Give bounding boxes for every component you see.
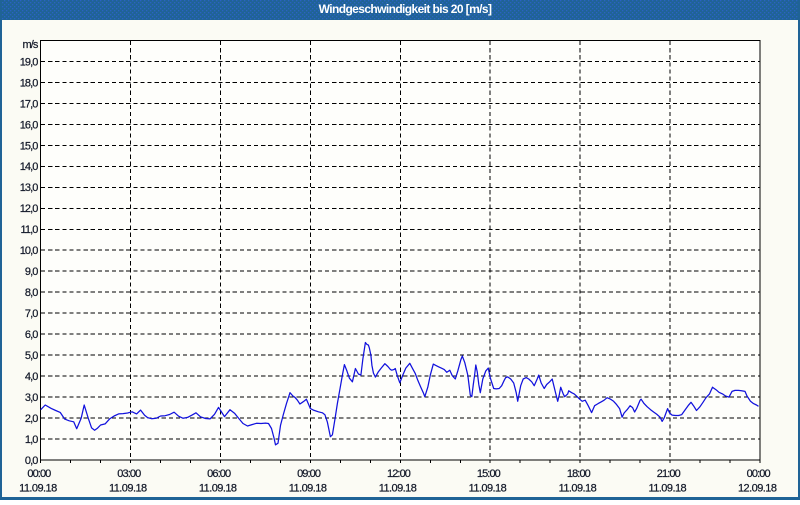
svg-text:4,0: 4,0 <box>25 371 38 383</box>
svg-text:06:00: 06:00 <box>207 468 231 480</box>
svg-text:19,0: 19,0 <box>20 56 39 68</box>
svg-text:12.09.18: 12.09.18 <box>738 483 777 495</box>
svg-text:11.09.18: 11.09.18 <box>19 483 57 495</box>
svg-text:18,0: 18,0 <box>20 77 39 89</box>
svg-text:09:00: 09:00 <box>297 468 321 480</box>
svg-text:11.09.18: 11.09.18 <box>289 483 327 495</box>
svg-text:16,0: 16,0 <box>20 119 39 131</box>
svg-text:17,0: 17,0 <box>20 98 39 110</box>
svg-text:00:00: 00:00 <box>747 468 771 480</box>
svg-text:11.09.18: 11.09.18 <box>199 483 237 495</box>
svg-text:12,0: 12,0 <box>20 203 39 215</box>
svg-text:21:00: 21:00 <box>657 468 681 480</box>
svg-text:15:00: 15:00 <box>477 468 501 480</box>
svg-text:m/s: m/s <box>22 39 38 51</box>
svg-text:Windgeschwindigkeit bis 20 [m/: Windgeschwindigkeit bis 20 [m/s] <box>319 2 492 16</box>
svg-text:9,0: 9,0 <box>25 266 38 278</box>
svg-text:8,0: 8,0 <box>25 287 38 299</box>
svg-text:13,0: 13,0 <box>20 182 39 194</box>
svg-text:03:00: 03:00 <box>117 468 141 480</box>
svg-text:7,0: 7,0 <box>25 308 38 320</box>
svg-text:11.09.18: 11.09.18 <box>559 483 597 495</box>
svg-text:6,0: 6,0 <box>25 329 38 341</box>
svg-text:3,0: 3,0 <box>25 392 38 404</box>
svg-text:00:00: 00:00 <box>27 468 51 480</box>
svg-text:18:00: 18:00 <box>567 468 591 480</box>
svg-text:11.09.18: 11.09.18 <box>469 483 507 495</box>
svg-text:12:00: 12:00 <box>387 468 411 480</box>
svg-text:10,0: 10,0 <box>20 245 39 257</box>
svg-text:14,0: 14,0 <box>20 161 39 173</box>
svg-text:11,0: 11,0 <box>21 224 39 236</box>
svg-text:11.09.18: 11.09.18 <box>379 483 417 495</box>
svg-text:11.09.18: 11.09.18 <box>109 483 147 495</box>
svg-text:5,0: 5,0 <box>25 350 38 362</box>
svg-text:11.09.18: 11.09.18 <box>648 483 686 495</box>
svg-text:15,0: 15,0 <box>20 140 39 152</box>
svg-text:0,0: 0,0 <box>25 455 38 467</box>
svg-text:1,0: 1,0 <box>25 434 38 446</box>
svg-text:2,0: 2,0 <box>25 413 38 425</box>
